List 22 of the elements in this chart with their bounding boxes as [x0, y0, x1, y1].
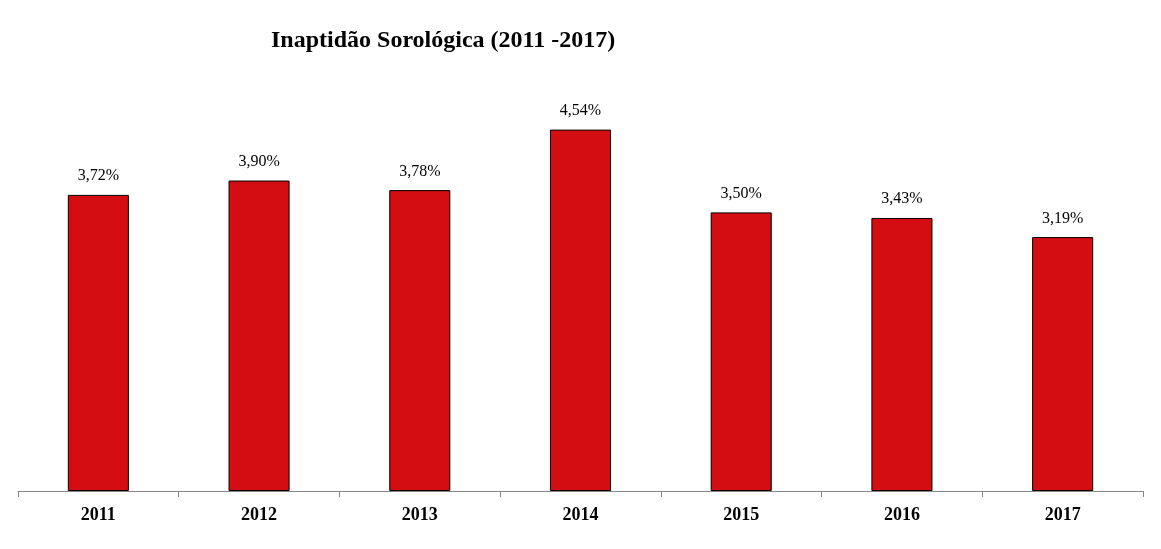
data-label: 3,50%: [720, 183, 762, 201]
bar: [228, 180, 290, 491]
x-tick-label: 2014: [562, 504, 599, 524]
bar: [1032, 237, 1094, 491]
data-label: 3,19%: [1041, 208, 1084, 226]
x-tick-label: 2012: [241, 504, 278, 524]
data-label: 3,43%: [881, 189, 923, 207]
bar: [710, 212, 772, 491]
bar: [67, 194, 129, 491]
x-tick-label: 2016: [883, 504, 920, 524]
data-label: 4,54%: [559, 101, 602, 119]
x-tick-label: 2011: [80, 504, 116, 524]
bar: [549, 129, 612, 491]
data-label: 3,90%: [238, 152, 280, 170]
bar: [871, 217, 933, 491]
x-tick-label: 2015: [723, 504, 760, 524]
bar: [389, 190, 451, 491]
x-tick-label: 2017: [1044, 504, 1081, 524]
chart-title: Inaptidão Sorológica (2011 -2017): [271, 26, 616, 52]
x-tick-label: 2013: [401, 504, 438, 524]
data-label: 3,72%: [77, 166, 120, 184]
data-label: 3,78%: [399, 161, 441, 179]
